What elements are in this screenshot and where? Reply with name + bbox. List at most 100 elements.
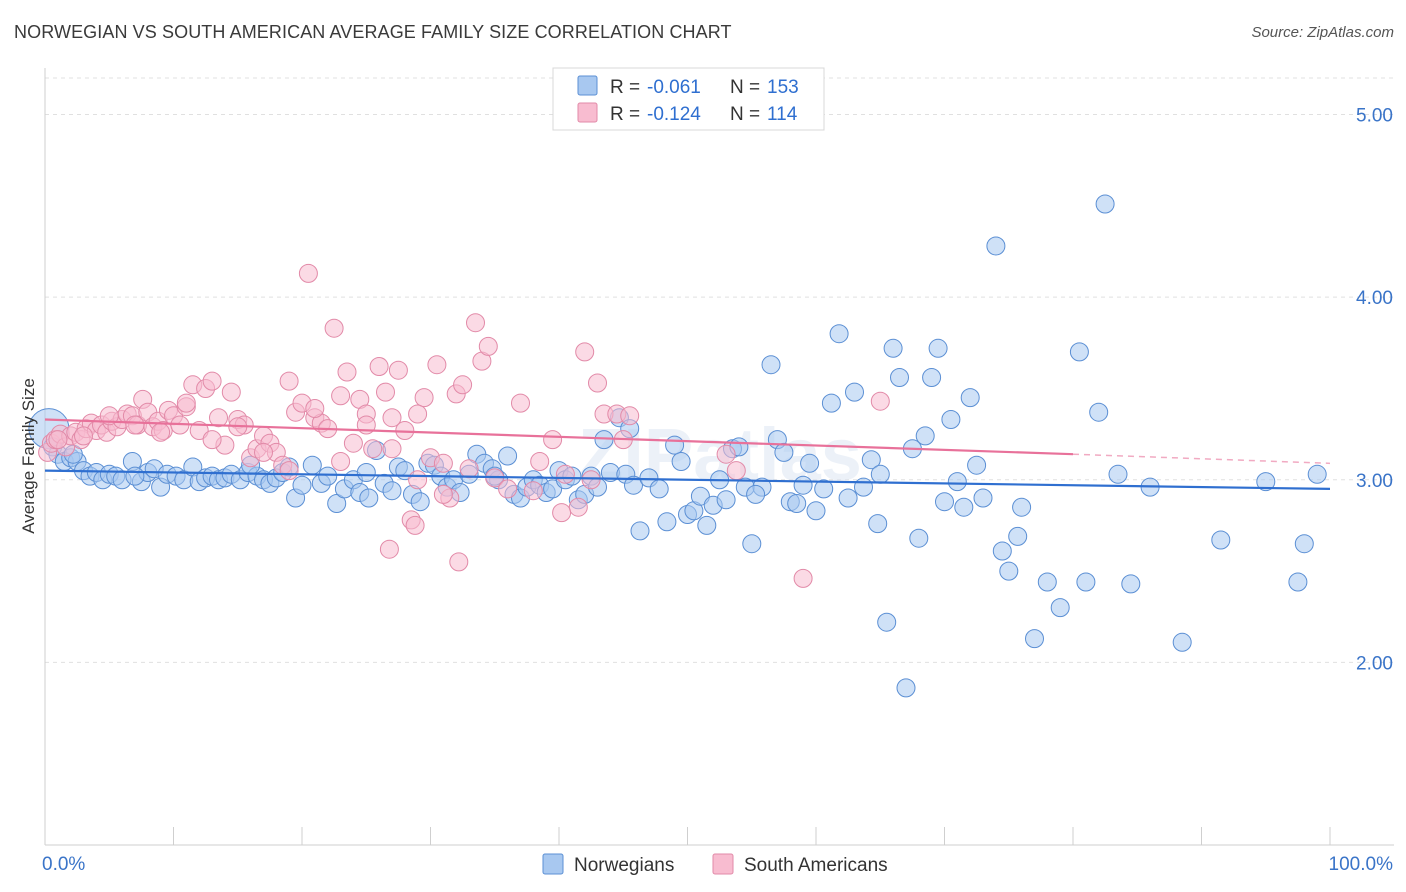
point-south-americans-59 — [382, 408, 402, 428]
legend-label-norwegians: Norwegians — [574, 855, 674, 876]
point-norwegians-138 — [1012, 497, 1032, 517]
point-norwegians-113 — [838, 488, 858, 508]
point-south-americans-66 — [427, 355, 447, 375]
stats-n-label-1: N = — [730, 104, 760, 125]
point-south-americans-95 — [726, 461, 746, 481]
point-norwegians-106 — [787, 494, 807, 513]
axes — [44, 68, 1394, 846]
point-norwegians-89 — [671, 452, 691, 471]
point-norwegians-107 — [793, 475, 813, 495]
point-norwegians-121 — [896, 678, 916, 698]
point-south-americans-83 — [575, 342, 595, 362]
y-axis-label: Average Family Size — [19, 378, 38, 534]
point-south-americans-109 — [331, 452, 351, 471]
point-south-americans-100 — [99, 406, 119, 426]
point-norwegians-111 — [821, 393, 841, 413]
stats-n-value-0: 153 — [767, 77, 799, 98]
point-norwegians-45 — [359, 488, 379, 508]
point-south-americans-72 — [466, 313, 485, 333]
stats-swatch-south-americans — [577, 102, 598, 123]
point-norwegians-146 — [1108, 464, 1128, 484]
series-legend: Norwegians South Americans — [542, 853, 888, 876]
point-south-americans-52 — [337, 362, 357, 382]
x-tick-labels: 0.0% 100.0% — [42, 854, 1393, 875]
point-south-americans-63 — [408, 470, 428, 490]
point-norwegians-120 — [890, 368, 909, 387]
point-norwegians-154 — [1307, 464, 1327, 484]
point-south-americans-34 — [221, 382, 241, 402]
point-norwegians-93 — [697, 515, 717, 535]
gridlines — [45, 77, 1394, 663]
point-south-americans-96 — [793, 568, 813, 588]
point-norwegians-125 — [922, 368, 942, 387]
y-tick-label-0: 2.00 — [1356, 653, 1393, 674]
point-south-americans-67 — [433, 453, 453, 473]
point-norwegians-37 — [292, 475, 312, 495]
point-south-americans-90 — [379, 539, 399, 559]
stats-r-label-1: R = — [610, 104, 640, 125]
point-norwegians-140 — [1037, 572, 1057, 592]
point-norwegians-156 — [125, 466, 145, 486]
point-norwegians-117 — [868, 514, 888, 534]
point-norwegians-38 — [302, 455, 322, 475]
point-south-americans-82 — [568, 497, 588, 517]
stats-r-value-0: -0.061 — [647, 77, 701, 98]
point-norwegians-139 — [1025, 629, 1044, 649]
point-norwegians-130 — [954, 497, 974, 517]
point-south-americans-111 — [382, 439, 402, 459]
point-norwegians-84 — [630, 521, 650, 541]
point-south-americans-91 — [405, 515, 425, 535]
point-norwegians-124 — [915, 426, 935, 446]
point-south-americans-80 — [543, 430, 563, 450]
series-norwegians — [28, 194, 1327, 698]
point-norwegians-108 — [800, 453, 820, 473]
point-norwegians-96 — [716, 490, 736, 510]
point-norwegians-126 — [928, 338, 948, 358]
point-norwegians-64 — [498, 446, 518, 466]
point-norwegians-86 — [649, 479, 669, 499]
point-norwegians-136 — [999, 561, 1019, 581]
point-south-americans-93 — [552, 503, 572, 523]
point-norwegians-149 — [1172, 632, 1192, 652]
stats-r-label-0: R = — [610, 77, 640, 98]
point-norwegians-52 — [410, 492, 430, 512]
point-norwegians-153 — [1294, 534, 1314, 554]
point-south-americans-57 — [369, 357, 389, 376]
point-norwegians-143 — [1076, 572, 1096, 592]
point-norwegians-118 — [877, 612, 897, 632]
series-south-americans — [38, 263, 890, 588]
point-norwegians-48 — [382, 481, 402, 501]
point-norwegians-110 — [814, 479, 834, 499]
point-norwegians-133 — [973, 488, 993, 508]
point-norwegians-100 — [742, 534, 762, 554]
y-tick-labels: 2.00 3.00 4.00 5.00 — [1356, 106, 1393, 675]
point-norwegians-40 — [318, 466, 338, 486]
stats-n-value-1: 114 — [767, 104, 798, 125]
point-south-americans-107 — [279, 461, 299, 481]
point-norwegians-142 — [1069, 342, 1089, 362]
stats-n-label-0: N = — [730, 77, 760, 98]
point-south-americans-104 — [202, 430, 222, 450]
source-label: Source: ZipAtlas.com — [1251, 24, 1394, 41]
point-south-americans-31 — [202, 371, 222, 391]
trend-line-1 — [44, 418, 1074, 456]
point-norwegians-112 — [829, 324, 849, 344]
point-south-americans-56 — [363, 439, 383, 459]
point-south-americans-70 — [453, 375, 473, 395]
point-norwegians-158 — [356, 463, 376, 482]
point-south-americans-81 — [555, 464, 575, 484]
point-south-americans-77 — [511, 393, 530, 413]
point-south-americans-94 — [716, 444, 736, 464]
point-south-americans-92 — [449, 552, 469, 572]
point-norwegians-137 — [1008, 526, 1028, 546]
point-south-americans-32 — [209, 408, 228, 428]
stats-swatch-norwegians — [577, 75, 598, 96]
point-south-americans-106 — [254, 442, 273, 462]
point-norwegians-144 — [1089, 402, 1109, 422]
point-norwegians-102 — [761, 355, 781, 375]
point-norwegians-119 — [883, 338, 903, 358]
point-south-americans-51 — [331, 386, 351, 406]
point-norwegians-131 — [960, 388, 980, 408]
point-norwegians-129 — [947, 472, 967, 492]
x-tick-label-0: 0.0% — [42, 854, 85, 875]
